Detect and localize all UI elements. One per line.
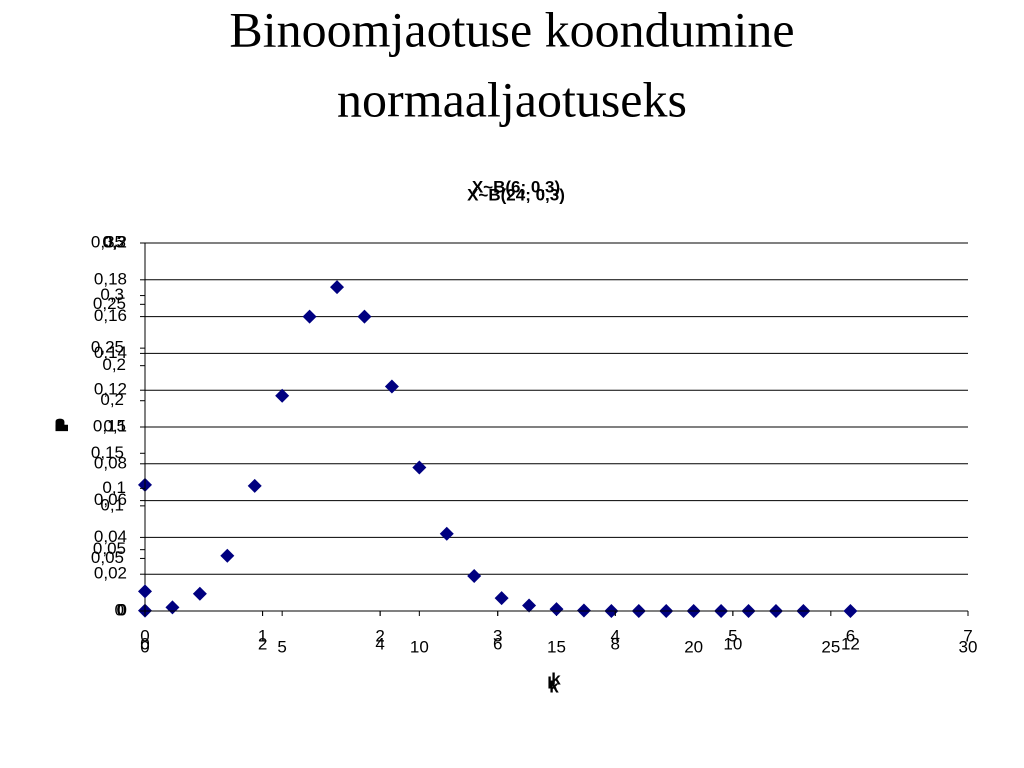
y-tick-label: 0,16 <box>94 306 127 325</box>
point <box>522 598 537 613</box>
y-tick-label: 0,02 <box>94 564 127 583</box>
point <box>220 548 235 563</box>
x-tick-label: 5 <box>728 626 737 645</box>
x-axis-label: k <box>549 677 559 696</box>
x-tick-label: 2 <box>258 634 267 653</box>
y-tick-label: 0 <box>117 600 126 619</box>
x-tick-label: 1 <box>258 626 267 645</box>
y-axis-label: p <box>49 418 68 428</box>
point <box>192 586 207 601</box>
y-tick-label: 0,15 <box>93 416 126 435</box>
x-tick-label: 0 <box>140 626 149 645</box>
slide-title: Binoomjaotuse koondumine <box>229 1 794 57</box>
slide-title: normaaljaotuseks <box>337 71 687 127</box>
x-tick-label: 4 <box>375 634 384 653</box>
x-tick-label: 7 <box>963 626 972 645</box>
chart-title: X~B(24; 0,3) <box>467 185 565 204</box>
point <box>412 460 427 475</box>
y-axis-label: p <box>49 422 68 432</box>
y-tick-label: 0,04 <box>94 527 127 546</box>
x-axis-label: k <box>551 669 561 688</box>
x-tick-label: 5 <box>277 637 286 656</box>
point <box>247 478 262 493</box>
x-tick-label: 12 <box>841 634 860 653</box>
point <box>138 584 152 599</box>
y-tick-label: 0 <box>118 600 127 619</box>
x-tick-label: 0 <box>140 637 149 656</box>
point <box>439 526 454 541</box>
y-tick-label: 0,1 <box>100 495 124 514</box>
y-tick-label: 0,18 <box>94 269 127 288</box>
y-axis-label: p <box>49 420 68 430</box>
y-tick-label: 0,3 <box>102 232 126 251</box>
point <box>165 600 180 615</box>
y-tick-label: 0,05 <box>91 548 124 567</box>
x-tick-label: 6 <box>493 634 502 653</box>
y-tick-label: 0,14 <box>94 343 127 362</box>
x-tick-label: 15 <box>547 637 566 656</box>
point <box>549 602 564 617</box>
x-tick-label: 10 <box>723 634 742 653</box>
x-tick-label: 4 <box>611 626 620 645</box>
point <box>384 379 399 394</box>
y-tick-label: 0,2 <box>103 232 127 251</box>
y-tick-label: 0,08 <box>94 453 127 472</box>
y-tick-label: 0,25 <box>91 338 124 357</box>
point <box>843 604 858 618</box>
y-tick-label: 0,35 <box>91 232 124 251</box>
y-tick-label: 0,25 <box>93 294 126 313</box>
point <box>467 569 482 584</box>
point <box>357 309 372 324</box>
y-tick-label: 0,2 <box>100 390 124 409</box>
point <box>576 603 591 618</box>
x-tick-label: 6 <box>846 626 855 645</box>
x-tick-label: 8 <box>611 634 620 653</box>
y-tick-label: 0,1 <box>103 416 127 435</box>
x-tick-label: 10 <box>410 637 429 656</box>
x-tick-label: 2 <box>375 626 384 645</box>
y-tick-label: 0,12 <box>94 380 127 399</box>
point <box>330 280 345 295</box>
x-tick-label: 20 <box>684 637 703 656</box>
y-tick-label: 0 <box>115 600 124 619</box>
y-tick-label: 0,15 <box>91 443 124 462</box>
y-tick-label: 0,05 <box>93 539 126 558</box>
point <box>275 388 290 403</box>
y-tick-label: 0,2 <box>102 355 126 374</box>
x-tick-label: 25 <box>821 637 840 656</box>
point <box>302 309 317 324</box>
x-axis-label: k <box>547 673 557 692</box>
x-tick-label: 0 <box>140 634 149 653</box>
y-tick-label: 0,06 <box>94 490 127 509</box>
y-tick-label: 0,3 <box>100 285 124 304</box>
chart-title: X~B(6; 0,3) <box>472 177 560 196</box>
x-tick-label: 3 <box>493 626 502 645</box>
point <box>494 591 509 606</box>
x-tick-label: 30 <box>959 637 978 656</box>
y-tick-label: 0,1 <box>102 478 126 497</box>
